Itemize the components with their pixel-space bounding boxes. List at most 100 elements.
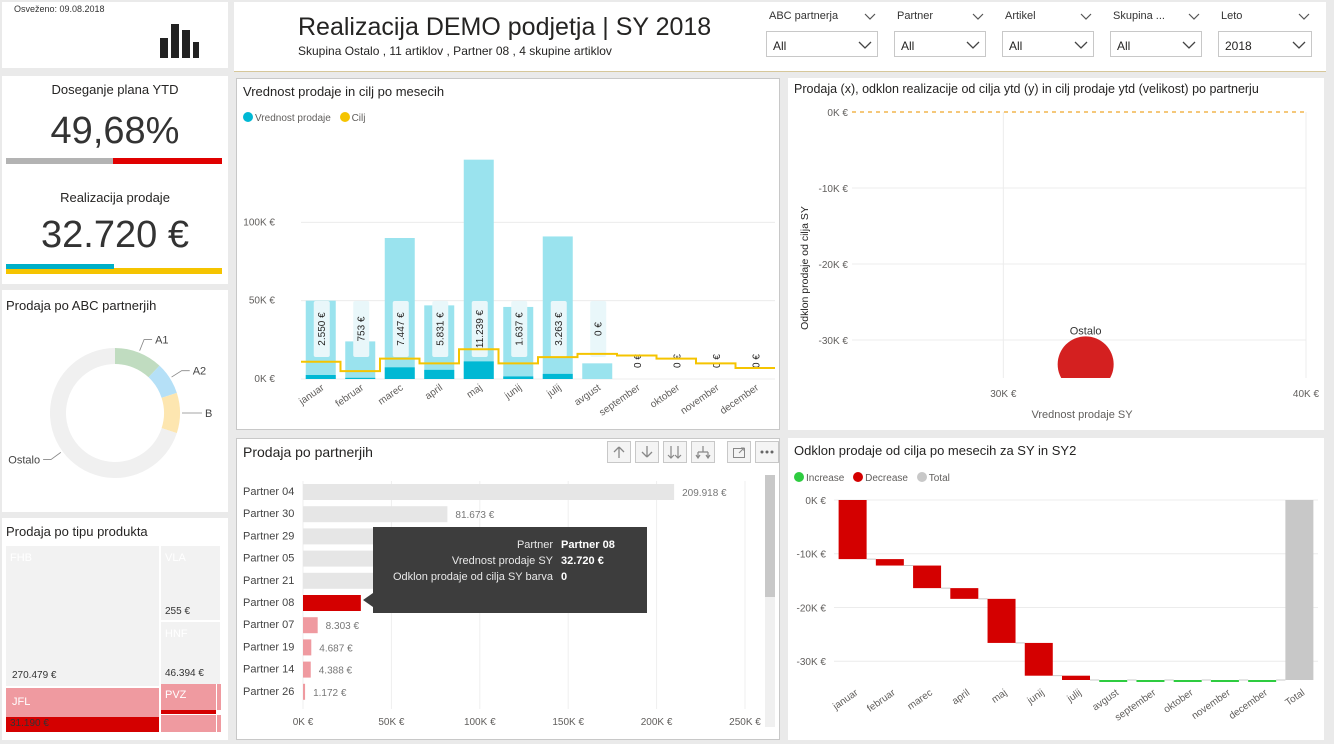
combo-data-label-group: 753 € bbox=[353, 301, 369, 357]
combo-data-label: 0 € bbox=[672, 354, 683, 368]
waterfall-bar[interactable] bbox=[1211, 680, 1239, 682]
partner-value-label: 4.388 € bbox=[319, 666, 353, 677]
slicer-header-chevron-icon[interactable] bbox=[972, 13, 984, 21]
scatter-y-tick-label: -10K € bbox=[819, 184, 849, 195]
treemap-cell-small-1[interactable] bbox=[217, 684, 221, 710]
partner-bar[interactable] bbox=[303, 506, 447, 522]
waterfall-total-bar[interactable] bbox=[1285, 500, 1313, 680]
waterfall-bar[interactable] bbox=[988, 599, 1016, 643]
scatter-x-tick-label: 30K € bbox=[990, 389, 1017, 400]
scatter-chart[interactable]: 0K € -10K € -20K € -30K € 30K € 40K € Odklon p… bbox=[788, 78, 1324, 430]
slicer-label-0: ABC partnerja bbox=[769, 10, 838, 22]
waterfall-y-tick-label: -10K € bbox=[797, 550, 827, 561]
slicer-label-4: Leto bbox=[1221, 10, 1242, 22]
partner-value-label: 4.687 € bbox=[319, 643, 353, 654]
waterfall-x-tick-label: december bbox=[1227, 687, 1270, 722]
combo-data-label-group: 0 € bbox=[672, 354, 683, 368]
waterfall-bar[interactable] bbox=[950, 588, 978, 599]
chevron-down-icon bbox=[1291, 40, 1307, 50]
partner-bar[interactable] bbox=[303, 639, 311, 655]
waterfall-bar[interactable] bbox=[913, 566, 941, 589]
combo-bar-sales[interactable] bbox=[582, 363, 612, 379]
combo-bar-highlight[interactable] bbox=[424, 370, 454, 379]
slicer-dropdown-4[interactable]: 2018 bbox=[1218, 31, 1312, 57]
chevron-down-icon-path bbox=[859, 42, 871, 48]
partner-label: Partner 04 bbox=[243, 486, 294, 498]
abc-donut-tile[interactable]: Prodaja po ABC partnerjih A1 A2 B Ostalo bbox=[2, 290, 228, 512]
monthly-sales-chart[interactable]: 100K € 50K € 0K € 2.550 € januar 753 € februar… bbox=[237, 79, 780, 430]
waterfall-tile[interactable]: Odklon prodaje od cilja po mesecih za SY… bbox=[788, 438, 1324, 740]
waterfall-y-tick-label: 0K € bbox=[805, 496, 826, 507]
partner-bar[interactable] bbox=[303, 484, 674, 500]
scatter-point[interactable] bbox=[1058, 336, 1114, 392]
monthly-sales-tile[interactable]: Vrednost prodaje in cilj po mesecih Vred… bbox=[236, 78, 780, 430]
combo-data-label: 11.239 € bbox=[475, 309, 486, 348]
slicer-header-chevron-icon[interactable] bbox=[1080, 13, 1092, 21]
waterfall-x-tick-label: Total bbox=[1283, 687, 1307, 708]
scatter-tile[interactable]: Prodaja (x), odklon realizacije od cilja… bbox=[788, 78, 1324, 430]
combo-bar-highlight[interactable] bbox=[385, 367, 415, 379]
waterfall-bar[interactable] bbox=[1136, 680, 1164, 682]
waterfall-chart[interactable]: 0K € -10K € -20K € -30K € januar februar marec… bbox=[788, 438, 1324, 740]
tooltip-key-sales: Vrednost prodaje SY bbox=[389, 553, 557, 569]
waterfall-y-tick-label: -30K € bbox=[797, 657, 827, 668]
waterfall-bar[interactable] bbox=[1174, 680, 1202, 682]
waterfall-bar[interactable] bbox=[1062, 676, 1090, 680]
treemap-label-hnf: HNF bbox=[165, 628, 188, 640]
slicer-header-chevron-icon[interactable] bbox=[1298, 13, 1310, 21]
waterfall-x-tick-label: junij bbox=[1025, 687, 1047, 707]
chevron-down-icon bbox=[857, 40, 873, 50]
tooltip-value-partner: Partner 08 bbox=[557, 537, 619, 553]
slicer-label-3: Skupina ... bbox=[1113, 10, 1165, 22]
slicer-header-chevron-icon[interactable] bbox=[864, 13, 876, 21]
treemap-cell-small-3[interactable] bbox=[217, 715, 221, 732]
combo-bar-highlight[interactable] bbox=[464, 361, 494, 379]
treemap-cell-small-2[interactable] bbox=[161, 715, 216, 732]
tooltip-key-deviation: Odklon prodaje od cilja SY barva bbox=[389, 569, 557, 585]
waterfall-bar[interactable] bbox=[1099, 680, 1127, 682]
kpi-sales-progress bbox=[6, 264, 222, 274]
combo-x-tick-label: december bbox=[718, 382, 761, 417]
slicer-header-chevron-icon[interactable] bbox=[1188, 13, 1200, 21]
treemap-cell-vla[interactable]: VLA 255 € bbox=[161, 546, 220, 620]
treemap-cell-fhb[interactable]: FHB 270.479 € bbox=[6, 546, 159, 686]
waterfall-bar[interactable] bbox=[1248, 680, 1276, 682]
waterfall-bar[interactable] bbox=[876, 559, 904, 565]
treemap-cell-jfl[interactable]: JFL 31.190 € bbox=[6, 688, 159, 732]
kpi-plan-progress-fill bbox=[6, 158, 113, 164]
scatter-x-tick-label: 40K € bbox=[1293, 389, 1320, 400]
partners-scrollbar[interactable] bbox=[765, 475, 775, 727]
combo-y-tick-label: 100K € bbox=[243, 217, 275, 228]
slicer-dropdown-1[interactable]: All bbox=[894, 31, 986, 57]
combo-bar-highlight[interactable] bbox=[306, 375, 336, 379]
combo-bar-highlight[interactable] bbox=[503, 376, 533, 379]
combo-data-label: 0 € bbox=[712, 354, 723, 368]
combo-data-label: 1.637 € bbox=[514, 312, 525, 346]
combo-bar-highlight[interactable] bbox=[345, 378, 375, 379]
partners-tile[interactable]: Prodaja po partnerjih 0K € 50K € 100K € 150… bbox=[236, 438, 780, 740]
slicer-dropdown-0[interactable]: All bbox=[766, 31, 878, 57]
partners-scrollbar-thumb[interactable] bbox=[765, 475, 775, 597]
product-treemap-tile[interactable]: Prodaja po tipu produkta FHB 270.479 € V… bbox=[2, 518, 228, 740]
slicer-dropdown-2[interactable]: All bbox=[1002, 31, 1094, 57]
slicer-header-chevron-path bbox=[973, 14, 983, 19]
tooltip-key-partner: Partner bbox=[389, 537, 557, 553]
combo-x-tick-label: oktober bbox=[648, 382, 682, 411]
partner-bar[interactable] bbox=[303, 617, 318, 633]
scatter-y-axis-label: Odklon prodaje od cilja SY bbox=[799, 206, 811, 330]
partner-bar[interactable] bbox=[303, 662, 311, 678]
abc-donut-chart[interactable]: A1 A2 B Ostalo bbox=[2, 290, 228, 512]
slicer-dropdown-3[interactable]: All bbox=[1110, 31, 1202, 57]
partner-bar[interactable] bbox=[303, 595, 361, 611]
combo-bar-highlight[interactable] bbox=[543, 374, 573, 379]
partner-label: Partner 14 bbox=[243, 664, 294, 676]
partner-label: Partner 21 bbox=[243, 575, 294, 587]
waterfall-bar[interactable] bbox=[1025, 643, 1053, 676]
waterfall-bar[interactable] bbox=[839, 500, 867, 559]
slicer-value-3: All bbox=[1117, 39, 1130, 53]
partner-bar[interactable] bbox=[303, 684, 305, 700]
waterfall-x-tick-label: november bbox=[1190, 687, 1233, 722]
treemap-cell-pvz[interactable]: PVZ bbox=[161, 684, 216, 710]
treemap-cell-hnf[interactable]: HNF 46.394 € bbox=[161, 622, 220, 684]
donut-slice-b[interactable] bbox=[162, 393, 180, 433]
